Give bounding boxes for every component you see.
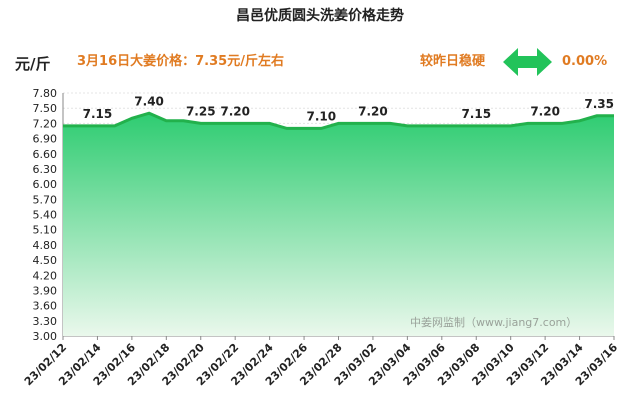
area-series <box>63 111 614 336</box>
watermark: 中姜网监制（www.jiang7.com） <box>410 315 577 329</box>
y-tick-label: 4.50 <box>33 254 58 267</box>
y-tick-label: 3.90 <box>33 284 58 297</box>
data-label: 7.15 <box>461 107 491 121</box>
data-label: 7.10 <box>306 109 336 123</box>
price-note: 3月16日大姜价格：7.35元/斤左右 <box>77 53 284 69</box>
change-percent: 0.00% <box>562 54 607 69</box>
y-tick-label: 7.20 <box>33 117 58 130</box>
data-label: 7.25 <box>186 104 216 118</box>
x-axis-ticks: 23/02/1223/02/1423/02/1623/02/1823/02/20… <box>22 336 620 388</box>
compare-label: 较昨日稳硬 <box>420 53 486 69</box>
data-label: 7.20 <box>220 104 250 118</box>
y-tick-label: 5.70 <box>33 193 58 206</box>
y-tick-label: 3.60 <box>33 300 58 313</box>
y-axis-ticks: 3.00 3.30 3.60 3.90 4.20 4.50 4.80 5.10 5.40 5.70… <box>33 87 58 343</box>
y-tick-label: 3.30 <box>33 315 58 328</box>
data-label: 7.40 <box>134 94 164 108</box>
data-labels: 7.15 7.40 7.25 7.20 7.10 7.20 7.15 7.20 7.35 <box>83 94 614 123</box>
unit-label: 元/斤 <box>15 55 50 73</box>
data-label: 7.20 <box>530 104 560 118</box>
double-arrow-icon <box>503 48 552 76</box>
y-tick-label: 6.30 <box>33 163 58 176</box>
y-tick-label: 6.00 <box>33 178 58 191</box>
data-label: 7.20 <box>358 104 388 118</box>
y-tick-label: 7.80 <box>33 87 58 100</box>
series-line <box>63 111 614 130</box>
y-tick-label: 3.00 <box>33 330 58 343</box>
y-tick-label: 4.80 <box>33 239 58 252</box>
y-tick-label: 4.20 <box>33 269 58 282</box>
y-tick-label: 5.40 <box>33 209 58 222</box>
data-label: 7.15 <box>83 107 113 121</box>
data-label: 7.35 <box>584 97 614 111</box>
y-tick-label: 6.90 <box>33 133 58 146</box>
y-tick-label: 7.50 <box>33 102 58 115</box>
y-tick-label: 5.10 <box>33 224 58 237</box>
area-fill <box>63 113 614 336</box>
chart-title: 昌邑优质圆头洗姜价格走势 <box>236 7 404 24</box>
y-tick-label: 6.60 <box>33 148 58 161</box>
